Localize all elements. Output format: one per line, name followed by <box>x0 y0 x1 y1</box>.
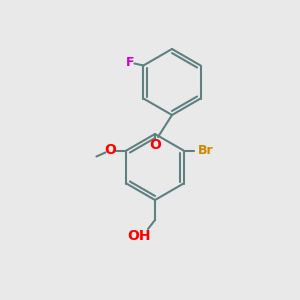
Text: F: F <box>126 56 135 69</box>
Text: O: O <box>149 138 161 152</box>
Text: OH: OH <box>127 229 151 243</box>
Text: Br: Br <box>198 144 213 157</box>
Text: O: O <box>104 143 116 158</box>
